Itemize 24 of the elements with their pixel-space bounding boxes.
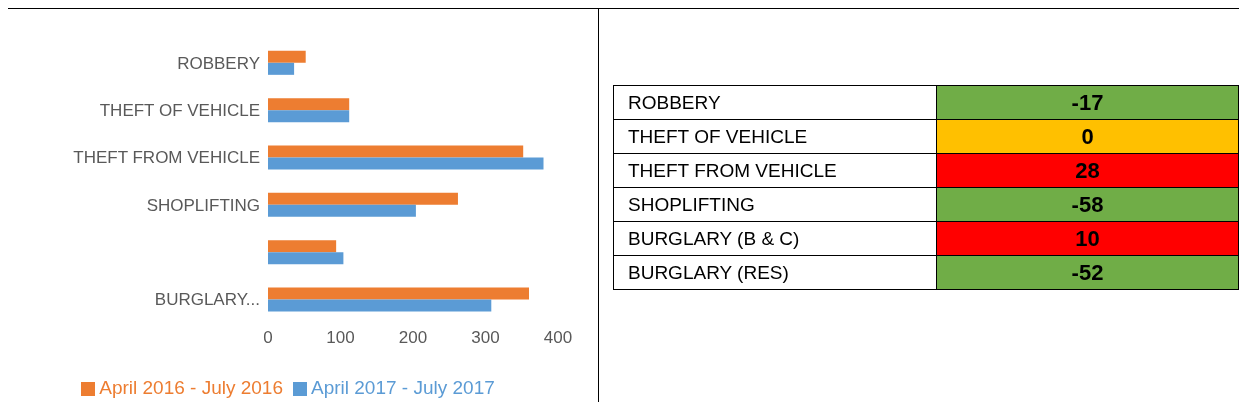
data-label: 10: [936, 221, 1239, 256]
y-tick-label: ROBBERY: [613, 85, 937, 120]
y-tick-label: SHOPLIFTING: [613, 187, 937, 222]
y-tick-label: BURGLARY (B & C): [613, 221, 937, 256]
x-tick-label: 200: [398, 328, 428, 348]
legend-label: April 2017 - July 2017: [311, 377, 495, 398]
x-tick-label: 400: [543, 328, 573, 348]
y-tick-label: ROBBERY: [177, 53, 260, 73]
x-tick-label: 300: [471, 328, 500, 348]
y-tick-label: THEFT OF VEHICLE: [613, 119, 937, 154]
y-tick-label: BURGLARY...: [154, 290, 260, 310]
y-tick-label: THEFT FROM VEHICLE: [73, 148, 260, 168]
y-tick-label: BURGLARY (RES): [613, 255, 937, 290]
y-tick-label: SHOPLIFTING: [146, 195, 260, 215]
y-tick-label: THEFT FROM VEHICLE: [613, 153, 937, 188]
y-tick-label: THEFT OF VEHICLE: [99, 101, 260, 121]
data-label: -58: [936, 187, 1239, 222]
data-label: 28: [936, 153, 1239, 188]
data-label: -52: [936, 255, 1239, 290]
x-tick-label: 100: [326, 328, 355, 348]
data-label: 0: [936, 119, 1239, 154]
legend-label: April 2016 - July 2016: [99, 377, 283, 398]
data-label: -17: [936, 85, 1239, 120]
x-tick-label: 0: [263, 328, 273, 348]
